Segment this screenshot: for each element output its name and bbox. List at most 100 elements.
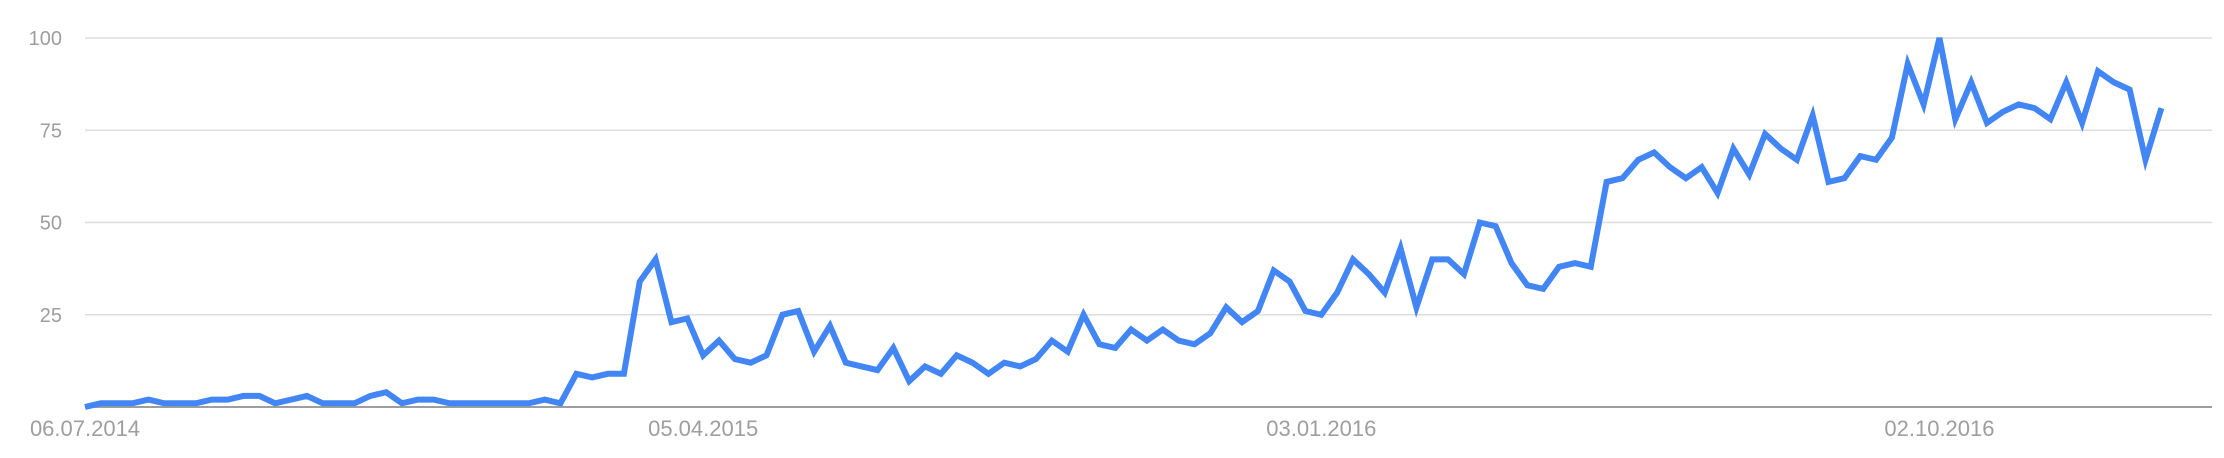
data-point [367,393,373,399]
data-point [1604,179,1610,185]
data-point [1540,286,1546,292]
data-point [351,400,357,406]
data-point [1192,341,1198,347]
data-point [1524,282,1530,288]
data-point [906,378,912,384]
data-point [1207,330,1213,336]
data-point [399,400,405,406]
y-tick-label: 50 [40,213,62,235]
data-point [447,400,453,406]
data-point [161,400,167,406]
data-point [1255,308,1261,314]
data-point [1287,279,1293,285]
data-point [2047,116,2053,122]
data-point [1905,61,1911,67]
y-tick-label: 75 [40,120,62,142]
data-point [1445,256,1451,262]
data-point [1318,312,1324,318]
data-point [811,349,817,355]
x-tick-label: 02.10.2016 [1884,416,1994,441]
data-point [1984,120,1990,126]
data-point [336,400,342,406]
data-point [1223,304,1229,310]
x-tick-label: 03.01.2016 [1266,416,1376,441]
data-point [1873,157,1879,163]
data-point [1001,360,1007,366]
data-point [1160,327,1166,333]
data-point [1794,157,1800,163]
data-point [145,397,151,403]
data-point [637,279,643,285]
data-point [684,315,690,321]
data-point [1572,260,1578,266]
data-point [2143,157,2149,163]
series-layer [84,35,2165,410]
data-point [1033,356,1039,362]
data-point [114,400,120,406]
data-point [1461,271,1467,277]
data-point [668,319,674,325]
y-axis-ticks: 100 75 50 25 [29,28,62,327]
data-point [1952,116,1958,122]
data-point [748,360,754,366]
data-point [1271,267,1277,273]
data-point [954,352,960,358]
data-point [1493,223,1499,229]
data-point [1683,175,1689,181]
grid-lines [85,37,2212,316]
data-point [1857,153,1863,159]
data-point [779,312,785,318]
data-point [241,393,247,399]
data-point [1556,264,1562,270]
data-point [272,400,278,406]
data-point [320,400,326,406]
data-point [1049,338,1055,344]
data-point [1366,271,1372,277]
data-point [970,360,976,366]
data-point [843,360,849,366]
data-point [1651,149,1657,155]
data-point [1413,304,1419,310]
data-point [1889,135,1895,141]
data-point [2111,79,2117,85]
data-point [462,400,468,406]
data-point [1730,146,1736,152]
data-point [1746,172,1752,178]
data-point [1302,308,1308,314]
data-point [478,400,484,406]
data-point [1144,338,1150,344]
data-point [431,397,437,403]
x-tick-label: 05.04.2015 [648,416,758,441]
data-point [589,374,595,380]
data-point [2079,120,2085,126]
data-point [922,363,928,369]
data-point [288,397,294,403]
data-point [1334,290,1340,296]
data-point [256,393,262,399]
data-point [716,338,722,344]
data-point [1826,179,1832,185]
data-point [1762,131,1768,137]
data-point [415,397,421,403]
data-point [98,400,104,406]
y-tick-label: 100 [29,28,62,50]
data-point [2000,109,2006,115]
data-point [1176,338,1182,344]
data-point [1350,256,1356,262]
data-point [542,397,548,403]
x-axis-ticks: 06.07.2014 05.04.2015 03.01.2016 02.10.2016 [30,416,1995,441]
data-point [1477,220,1483,226]
data-point [2063,79,2069,85]
data-point [193,400,199,406]
data-point [2016,101,2022,107]
data-point [1936,35,1942,41]
data-point [938,371,944,377]
data-point [1588,264,1594,270]
data-point [225,397,231,403]
data-point [875,367,881,373]
data-point [1778,146,1784,152]
data-point [130,400,136,406]
y-tick-label: 25 [40,305,62,327]
data-point [510,400,516,406]
